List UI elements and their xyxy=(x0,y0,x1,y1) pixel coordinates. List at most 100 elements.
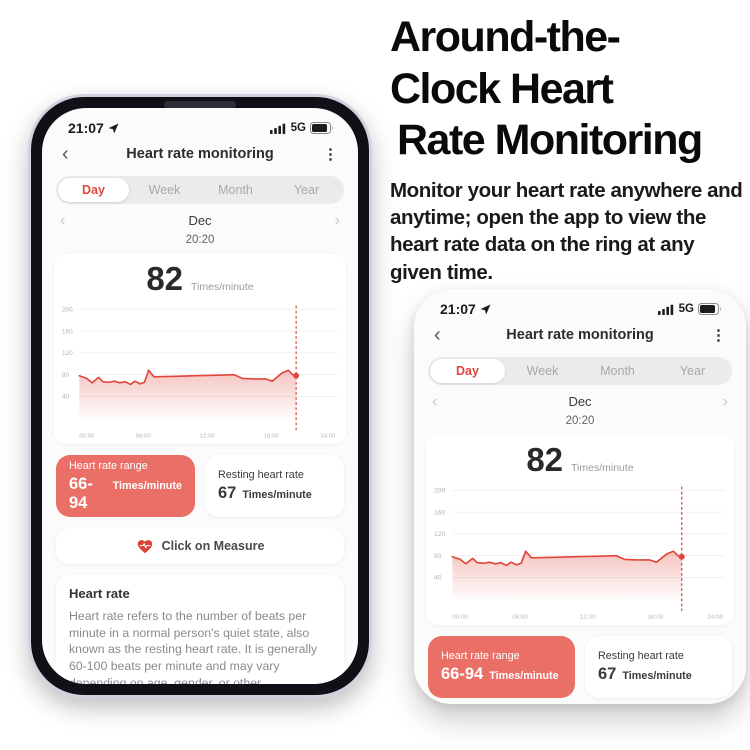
kebab-menu-button[interactable]: ⋮ xyxy=(711,327,726,344)
status-right: 5G xyxy=(657,303,722,315)
resting-label: Resting heart rate xyxy=(218,469,304,481)
svg-text:160: 160 xyxy=(434,509,446,516)
heart-rate-chart[interactable]: 40 80 120 160 200 00:00 06:00 12:00 18:00 24:00 xyxy=(434,483,726,621)
status-bar: 21:07 5G xyxy=(42,108,358,136)
cellular-signal-icon xyxy=(657,304,673,315)
current-bpm-unit: Times/minute xyxy=(191,281,254,293)
svg-text:06:00: 06:00 xyxy=(136,433,152,439)
tab-year[interactable]: Year xyxy=(293,183,320,197)
tab-year[interactable]: Year xyxy=(679,364,706,378)
marketing-title: Around-the- Clock Heart Rate Monitoring xyxy=(390,12,746,167)
resting-value: 67 xyxy=(218,484,237,502)
stats-row: Heart rate range 66-94 Times/minute Rest… xyxy=(428,636,732,698)
battery-icon xyxy=(310,122,333,134)
prev-period-button[interactable]: ‹ xyxy=(60,211,66,229)
month-label: Dec xyxy=(188,213,212,228)
cellular-signal-icon xyxy=(269,123,285,134)
right-screenshot-card: 21:07 5G ‹ Heart rate monitoring ⋮ Day W… xyxy=(414,289,746,704)
tab-month[interactable]: Month xyxy=(600,364,635,378)
svg-text:120: 120 xyxy=(62,350,73,357)
left-phone-screen: 21:07 5G ‹ Heart rate monitoring ⋮ Day W… xyxy=(42,108,358,684)
right-phone-screen: 21:07 5G ‹ Heart rate monitoring ⋮ Day W… xyxy=(414,289,746,704)
location-arrow-icon xyxy=(108,123,119,133)
status-bar: 21:07 5G xyxy=(414,289,746,317)
range-value: 66-94 xyxy=(441,665,484,683)
date-nav: ‹ Dec › xyxy=(42,204,358,230)
network-type-label: 5G xyxy=(678,303,694,315)
chart-card: 82 Times/minute 40 80 120 160 200 00:00 06:00 1… xyxy=(426,435,734,625)
tab-day[interactable]: Day xyxy=(430,359,505,383)
svg-text:24:00: 24:00 xyxy=(707,613,723,620)
range-value: 66-94 xyxy=(69,474,93,512)
svg-text:80: 80 xyxy=(434,553,442,560)
heart-rate-chart[interactable]: 40 80 120 160 200 00:00 06:00 12:00 18:00 24:00 xyxy=(62,302,338,440)
svg-text:00:00: 00:00 xyxy=(452,613,468,620)
back-button[interactable]: ‹ xyxy=(62,143,69,165)
title-line: Around-the- xyxy=(390,13,621,61)
heart-rate-info-card: Heart rate Heart rate refers to the numb… xyxy=(56,575,344,684)
current-bpm-value: 82 xyxy=(146,260,184,297)
next-period-button[interactable]: › xyxy=(334,211,340,229)
app-header: ‹ Heart rate monitoring ⋮ xyxy=(414,317,746,351)
month-label: Dec xyxy=(568,394,592,409)
battery-icon xyxy=(698,303,721,315)
left-phone-mockup: 21:07 5G ‹ Heart rate monitoring ⋮ Day W… xyxy=(28,94,372,698)
page-title: Heart rate monitoring xyxy=(126,146,274,162)
date-nav: ‹ Dec › xyxy=(414,385,746,411)
svg-text:40: 40 xyxy=(62,394,70,401)
range-label: Heart rate range xyxy=(69,459,148,472)
back-button[interactable]: ‹ xyxy=(434,324,441,346)
tab-month[interactable]: Month xyxy=(218,183,253,197)
status-right: 5G xyxy=(269,122,334,134)
current-bpm-row: 82 Times/minute xyxy=(434,441,726,483)
resting-unit: Times/minute xyxy=(622,670,692,682)
range-unit: Times/minute xyxy=(489,670,559,682)
app-header: ‹ Heart rate monitoring ⋮ xyxy=(42,136,358,170)
page-title: Heart rate monitoring xyxy=(506,327,654,343)
prev-period-button[interactable]: ‹ xyxy=(432,392,438,410)
period-tabs: Day Week Month Year xyxy=(428,357,732,385)
info-body: Heart rate refers to the number of beats… xyxy=(69,609,318,684)
status-left: 21:07 xyxy=(440,301,491,317)
resting-heart-rate-card: Resting heart rate 67 Times/minute xyxy=(205,455,344,517)
next-period-button[interactable]: › xyxy=(722,392,728,410)
svg-text:12:00: 12:00 xyxy=(200,433,216,439)
svg-text:24:00: 24:00 xyxy=(320,433,336,439)
current-bpm-unit: Times/minute xyxy=(571,462,634,474)
range-unit: Times/minute xyxy=(112,479,182,492)
range-label: Heart rate range xyxy=(441,650,520,662)
marketing-block: Around-the- Clock Heart Rate Monitoring … xyxy=(390,12,746,286)
location-arrow-icon xyxy=(480,304,491,314)
heart-rate-range-card: Heart rate range 66-94 Times/minute xyxy=(428,636,575,698)
svg-text:18:00: 18:00 xyxy=(264,433,280,439)
tab-day[interactable]: Day xyxy=(58,178,129,202)
svg-text:200: 200 xyxy=(62,307,73,314)
resting-label: Resting heart rate xyxy=(598,650,684,662)
heart-pulse-icon xyxy=(137,540,152,554)
title-line: Clock Heart xyxy=(390,64,614,113)
selected-time-label: 20:20 xyxy=(565,415,595,427)
current-bpm-value: 82 xyxy=(526,441,564,478)
svg-text:40: 40 xyxy=(434,575,442,582)
speaker-camera-pill xyxy=(164,101,236,108)
svg-text:00:00: 00:00 xyxy=(79,433,95,439)
chart-card: 82 Times/minute 40 80 120 160 200 00:00 06:00 1… xyxy=(54,254,346,444)
tab-week[interactable]: Week xyxy=(148,183,181,197)
title-line: Rate Monitoring xyxy=(397,116,703,165)
svg-text:06:00: 06:00 xyxy=(512,613,528,620)
resting-value: 67 xyxy=(598,665,617,683)
svg-text:120: 120 xyxy=(434,531,446,538)
period-tabs: Day Week Month Year xyxy=(56,176,344,204)
resting-unit: Times/minute xyxy=(242,489,312,501)
selected-time-label: 20:20 xyxy=(185,234,215,246)
svg-text:12:00: 12:00 xyxy=(580,613,596,620)
status-left: 21:07 xyxy=(68,120,119,136)
heart-rate-range-card: Heart rate range 66-94 Times/minute xyxy=(56,455,195,517)
measure-button[interactable]: Click on Measure xyxy=(56,528,344,564)
kebab-menu-button[interactable]: ⋮ xyxy=(323,146,338,163)
resting-heart-rate-card: Resting heart rate 67 Times/minute xyxy=(585,636,732,698)
tab-week[interactable]: Week xyxy=(526,364,559,378)
info-heading: Heart rate xyxy=(69,586,130,601)
status-time: 21:07 xyxy=(440,301,476,317)
svg-text:80: 80 xyxy=(62,372,70,379)
